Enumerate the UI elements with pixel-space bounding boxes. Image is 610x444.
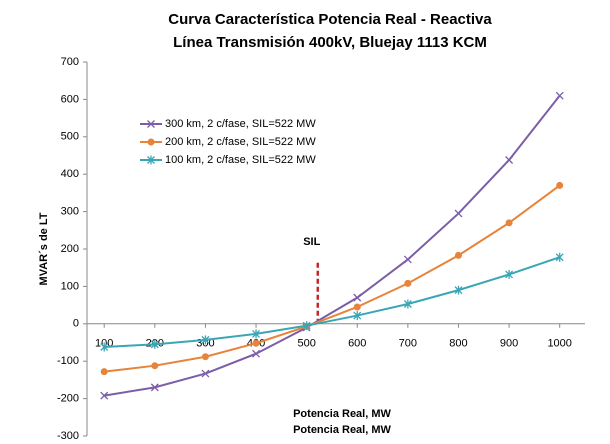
marker [252, 329, 260, 339]
marker-part [151, 362, 159, 370]
marker [555, 252, 564, 262]
series-line [104, 256, 561, 348]
marker-part [505, 156, 514, 164]
series-line [104, 95, 561, 397]
marker-part [147, 138, 155, 146]
y-axis-label: MVAR´s de LT [38, 212, 50, 285]
marker-part [505, 219, 513, 227]
y-tick-label: 0 [73, 318, 79, 330]
marker-part [100, 368, 108, 376]
marker-part [100, 391, 109, 400]
x-tick-label: 800 [449, 338, 467, 350]
y-tick-label: 100 [61, 280, 79, 292]
marker-part [150, 383, 159, 392]
marker [100, 342, 109, 352]
x-tick-label: 900 [500, 338, 518, 350]
marker [353, 293, 362, 302]
marker [403, 255, 412, 264]
marker [505, 156, 514, 164]
y-tick-label: 300 [61, 206, 79, 218]
legend-marker [147, 138, 155, 146]
marker [100, 368, 108, 376]
marker [555, 91, 564, 100]
marker [201, 369, 210, 378]
y-tick-label: 500 [61, 131, 79, 143]
marker-part [556, 181, 564, 189]
marker [201, 335, 210, 345]
legend-marker [147, 155, 155, 165]
sil-label: SIL [303, 236, 320, 248]
legend-label: 300 km, 2 c/fase, SIL=522 MW [165, 118, 316, 130]
marker [100, 391, 109, 400]
marker [454, 285, 463, 295]
chart-subtitle: Línea Transmisión 400kV, Bluejay 1113 KC… [173, 34, 487, 51]
marker [556, 181, 564, 189]
series-line [104, 184, 561, 373]
y-tick-label: -100 [57, 355, 79, 367]
x-tick-label: 500 [297, 338, 315, 350]
marker [454, 251, 462, 259]
marker-part [201, 369, 210, 378]
marker-part [403, 255, 412, 264]
legend-marker [147, 120, 155, 128]
y-tick-label: 700 [61, 56, 79, 68]
marker [252, 349, 260, 358]
marker-part [555, 91, 564, 100]
marker-part [353, 293, 362, 302]
marker [403, 299, 412, 309]
x-tick-label: 600 [348, 338, 366, 350]
marker-part [147, 120, 155, 128]
legend-label: 200 km, 2 c/fase, SIL=522 MW [165, 136, 316, 148]
marker [252, 339, 260, 347]
marker [201, 353, 209, 361]
chart-title: Curva Característica Potencia Real - Rea… [168, 11, 492, 28]
y-tick-label: -300 [57, 430, 79, 442]
x-axis-label: Potencia Real, MW [293, 408, 391, 420]
marker-part [454, 209, 463, 218]
marker [353, 303, 361, 311]
marker [505, 219, 513, 227]
marker-part [201, 353, 209, 361]
marker-part [404, 279, 412, 287]
x-tick-label: 700 [399, 338, 417, 350]
marker [151, 362, 159, 370]
marker [150, 383, 159, 392]
y-tick-label: 600 [61, 93, 79, 105]
marker [150, 339, 159, 349]
marker-part [353, 303, 361, 311]
marker [505, 269, 514, 279]
legend-label: 100 km, 2 c/fase, SIL=522 MW [165, 154, 316, 166]
x-axis-label: Potencia Real, MW [293, 424, 391, 436]
marker-part [252, 339, 260, 347]
marker [353, 311, 362, 321]
marker [404, 279, 412, 287]
y-tick-label: 200 [61, 243, 79, 255]
x-tick-label: 1000 [547, 338, 571, 350]
marker [302, 321, 311, 331]
y-tick-label: 400 [61, 168, 79, 180]
y-tick-label: -200 [57, 393, 79, 405]
marker-part [252, 349, 260, 358]
marker [454, 209, 463, 218]
marker-part [454, 251, 462, 259]
